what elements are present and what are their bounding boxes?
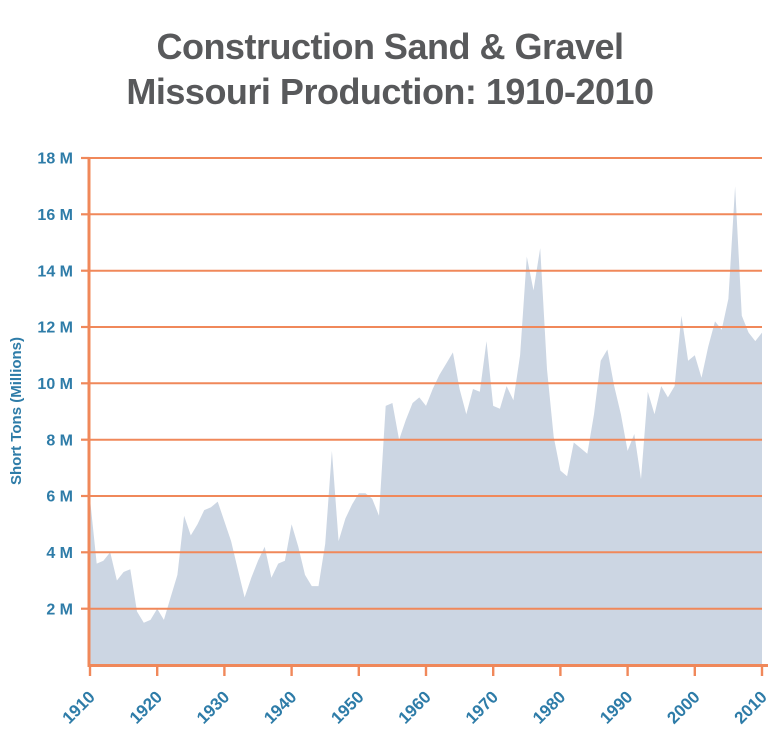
y-tick-label: 2 M [46,601,73,618]
chart-title: Construction Sand & Gravel Missouri Prod… [0,24,780,114]
chart-title-line-1: Construction Sand & Gravel [156,26,624,67]
x-tick-label: 1940 [260,687,300,727]
x-tick-label: 1990 [596,687,636,727]
axis-lines [87,157,768,667]
y-tick-label: 18 M [37,151,73,168]
x-tick-label: 1960 [395,687,435,727]
y-tick-label: 16 M [37,207,73,224]
x-tick-label: 1970 [462,687,502,727]
y-axis-tick-labels: 2 M 4 M 6 M 8 M 10 M 12 M 14 M 16 M 18 M [37,151,73,619]
x-tick-label: 2000 [663,687,703,727]
axis-tick-marks [81,156,764,676]
production-area [90,186,762,665]
x-tick-label: 2010 [731,687,771,727]
x-tick-label: 1980 [529,687,569,727]
x-tick-label: 1920 [126,687,166,727]
y-tick-label: 4 M [46,545,73,562]
y-tick-label: 12 M [37,320,73,337]
y-tick-label: 8 M [46,432,73,449]
y-tick-label: 10 M [37,376,73,393]
y-tick-label: 14 M [37,263,73,280]
y-tick-label: 6 M [46,489,73,506]
chart-title-line-2: Missouri Production: 1910-2010 [126,71,654,112]
area-series [90,186,762,665]
y-axis-title: Short Tons (Millions) [8,337,25,485]
x-tick-label: 1910 [59,687,99,727]
x-tick-label: 1930 [193,687,233,727]
x-tick-label: 1950 [327,687,367,727]
x-axis-tick-labels: 1910 1920 1930 1940 1950 1960 1970 1980 1990 2000… [59,687,771,727]
y-gridlines [90,157,762,610]
